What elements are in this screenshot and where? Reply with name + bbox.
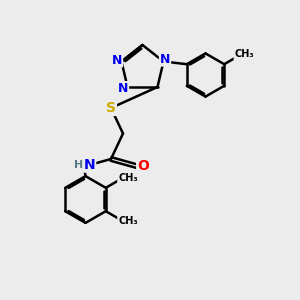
Text: O: O <box>137 160 149 173</box>
Text: CH₃: CH₃ <box>118 173 138 183</box>
Text: N: N <box>118 82 128 95</box>
Text: S: S <box>106 101 116 115</box>
Text: N: N <box>84 158 95 172</box>
Text: CH₃: CH₃ <box>118 216 138 226</box>
Text: N: N <box>112 53 122 67</box>
Text: H: H <box>74 160 83 170</box>
Text: N: N <box>160 52 170 66</box>
Text: CH₃: CH₃ <box>234 50 254 59</box>
